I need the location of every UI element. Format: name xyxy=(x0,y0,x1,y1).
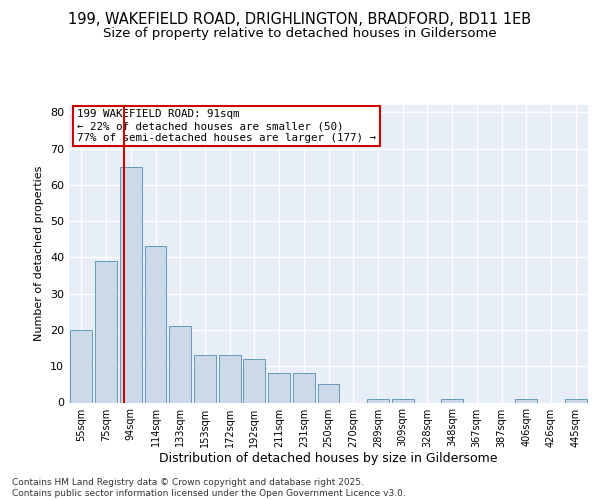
Bar xyxy=(169,326,191,402)
Text: Size of property relative to detached houses in Gildersome: Size of property relative to detached ho… xyxy=(103,28,497,40)
Bar xyxy=(293,374,314,402)
Bar xyxy=(268,374,290,402)
Bar xyxy=(515,399,537,402)
Bar xyxy=(244,359,265,403)
Bar xyxy=(392,399,413,402)
Text: 199 WAKEFIELD ROAD: 91sqm
← 22% of detached houses are smaller (50)
77% of semi-: 199 WAKEFIELD ROAD: 91sqm ← 22% of detac… xyxy=(77,110,376,142)
Bar xyxy=(194,356,216,403)
Bar xyxy=(145,246,166,402)
X-axis label: Distribution of detached houses by size in Gildersome: Distribution of detached houses by size … xyxy=(159,452,498,466)
Bar xyxy=(367,399,389,402)
Bar xyxy=(120,166,142,402)
Bar xyxy=(441,399,463,402)
Y-axis label: Number of detached properties: Number of detached properties xyxy=(34,166,44,342)
Text: Contains HM Land Registry data © Crown copyright and database right 2025.
Contai: Contains HM Land Registry data © Crown c… xyxy=(12,478,406,498)
Bar xyxy=(565,399,587,402)
Text: 199, WAKEFIELD ROAD, DRIGHLINGTON, BRADFORD, BD11 1EB: 199, WAKEFIELD ROAD, DRIGHLINGTON, BRADF… xyxy=(68,12,532,28)
Bar xyxy=(70,330,92,402)
Bar xyxy=(317,384,340,402)
Bar xyxy=(95,261,117,402)
Bar xyxy=(219,356,241,403)
